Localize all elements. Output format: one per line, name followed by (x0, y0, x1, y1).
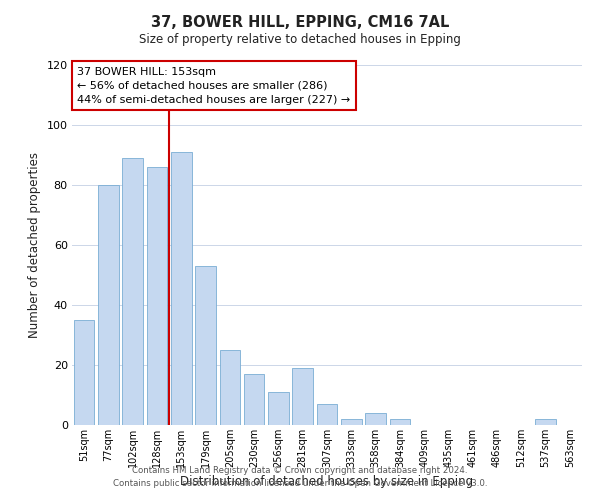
Bar (268, 392, 289, 425)
Bar (535, 419, 556, 425)
Bar (171, 152, 191, 425)
Bar (365, 413, 386, 425)
Bar (389, 419, 410, 425)
Bar (244, 374, 265, 425)
Bar (317, 404, 337, 425)
Text: 37, BOWER HILL, EPPING, CM16 7AL: 37, BOWER HILL, EPPING, CM16 7AL (151, 15, 449, 30)
Bar (195, 266, 216, 425)
X-axis label: Distribution of detached houses by size in Epping: Distribution of detached houses by size … (181, 476, 473, 488)
Text: 37 BOWER HILL: 153sqm
← 56% of detached houses are smaller (286)
44% of semi-det: 37 BOWER HILL: 153sqm ← 56% of detached … (77, 67, 350, 105)
Bar (98, 185, 119, 425)
Y-axis label: Number of detached properties: Number of detached properties (28, 152, 41, 338)
Bar (122, 158, 143, 425)
Bar (74, 320, 94, 425)
Bar (341, 419, 362, 425)
Bar (220, 350, 240, 425)
Text: Size of property relative to detached houses in Epping: Size of property relative to detached ho… (139, 32, 461, 46)
Text: Contains HM Land Registry data © Crown copyright and database right 2024.
Contai: Contains HM Land Registry data © Crown c… (113, 466, 487, 487)
Bar (146, 167, 167, 425)
Bar (292, 368, 313, 425)
